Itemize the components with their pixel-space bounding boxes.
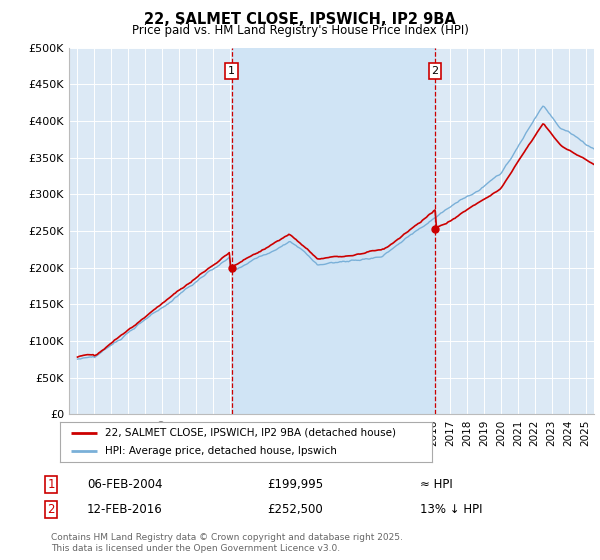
Text: £252,500: £252,500 — [267, 503, 323, 516]
Text: 22, SALMET CLOSE, IPSWICH, IP2 9BA: 22, SALMET CLOSE, IPSWICH, IP2 9BA — [144, 12, 456, 27]
Text: 12-FEB-2016: 12-FEB-2016 — [87, 503, 163, 516]
Text: 2: 2 — [47, 503, 55, 516]
Bar — [232, 48, 435, 414]
Text: 1: 1 — [47, 478, 55, 491]
Text: 22, SALMET CLOSE, IPSWICH, IP2 9BA (detached house): 22, SALMET CLOSE, IPSWICH, IP2 9BA (deta… — [104, 428, 395, 437]
Text: 1: 1 — [228, 66, 235, 76]
Text: Contains HM Land Registry data © Crown copyright and database right 2025.
This d: Contains HM Land Registry data © Crown c… — [51, 533, 403, 553]
Text: £199,995: £199,995 — [267, 478, 323, 491]
Text: ≈ HPI: ≈ HPI — [420, 478, 453, 491]
Text: 2: 2 — [431, 66, 439, 76]
Text: Price paid vs. HM Land Registry's House Price Index (HPI): Price paid vs. HM Land Registry's House … — [131, 24, 469, 36]
Text: 13% ↓ HPI: 13% ↓ HPI — [420, 503, 482, 516]
Text: HPI: Average price, detached house, Ipswich: HPI: Average price, detached house, Ipsw… — [104, 446, 337, 456]
Text: 06-FEB-2004: 06-FEB-2004 — [87, 478, 163, 491]
